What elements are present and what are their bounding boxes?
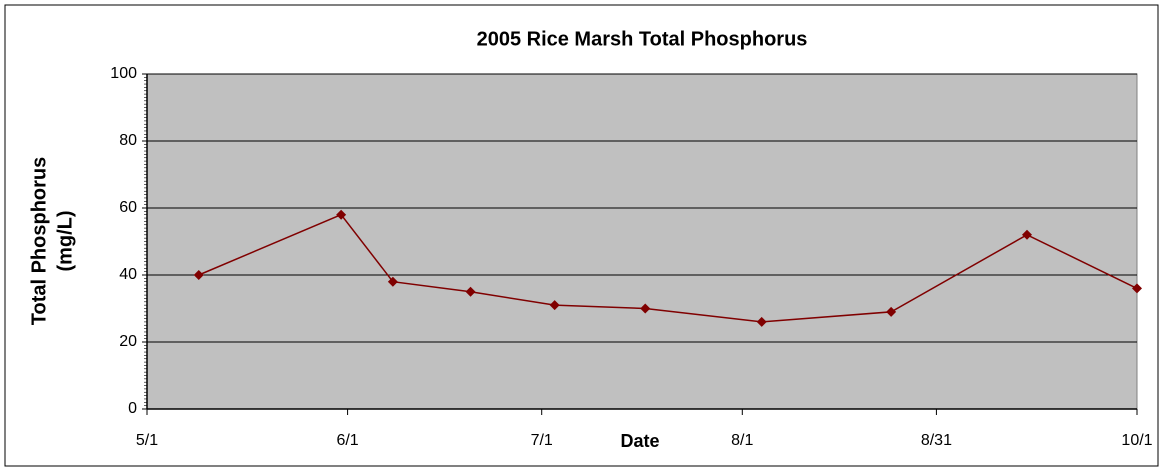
data-point [640,303,651,314]
x-axis-label: Date [620,431,659,451]
data-point [549,300,560,311]
data-line [198,213,1138,323]
y-tick-label: 20 [119,333,137,350]
x-tick-label: 7/1 [531,432,553,449]
x-tick-label: 10/1 [1121,432,1152,449]
data-point [387,276,398,287]
data-point [336,209,347,220]
chart-title: 2005 Rice Marsh Total Phosphorus [477,28,808,50]
data-point [1132,283,1142,294]
y-axis-label: Total Phosphorus [28,157,50,326]
x-tick-label: 6/1 [336,432,358,449]
data-point [193,270,204,280]
y-tick-label: 80 [119,132,137,149]
y-tick-label: 100 [110,65,137,82]
data-point [886,306,897,317]
plot-area [146,73,1138,410]
y-tick-label: 60 [119,199,137,216]
data-point [756,316,767,327]
x-tick-label: 8/31 [921,432,952,449]
data-point [1022,229,1032,240]
x-tick-label: 8/1 [731,432,753,449]
data-point [465,286,476,297]
y-tick-label: 40 [119,266,137,283]
y-axis-label: (mg/L) [54,210,76,271]
x-tick-label: 5/1 [136,432,158,449]
y-tick-label: 0 [128,400,137,417]
